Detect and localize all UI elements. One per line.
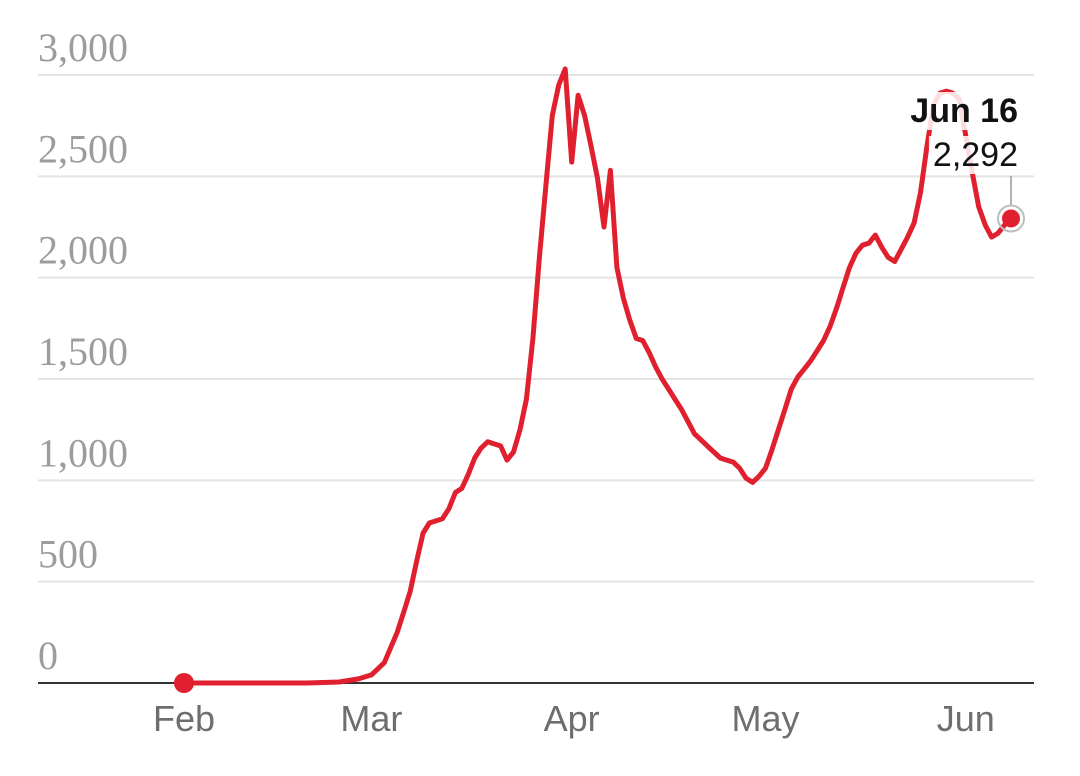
annotation-date-label: Jun 16 [910,92,1018,130]
annotation-label-halo [928,136,1020,174]
y-tick-label: 1,500 [38,329,128,374]
annotation-label-halo [906,92,1020,130]
annotation-group: Jun 16 2,292 [906,92,1025,233]
y-tick-label: 2,500 [38,126,128,171]
x-axis-ticks: Feb Mar Apr May Jun [153,698,995,739]
y-tick-label: 1,000 [38,430,128,475]
x-tick-label: Feb [153,698,215,739]
x-tick-label: Jun [937,698,995,739]
gridlines [38,74,1034,583]
series-group [174,66,1014,693]
x-tick-label: May [731,698,799,739]
y-tick-label: 0 [38,633,58,678]
x-tick-label: Apr [544,698,600,739]
x-tick-label: Mar [340,698,402,739]
annotation-marker-ring [997,204,1025,233]
y-tick-label: 500 [38,532,98,577]
annotation-marker-dot [1002,209,1020,228]
y-axis-ticks: 0 500 1,000 1,500 2,000 2,500 3,000 [38,25,128,678]
series-line [181,66,1014,686]
annotation-value-label: 2,292 [933,136,1018,174]
y-tick-label: 3,000 [38,25,128,70]
y-tick-label: 2,000 [38,228,128,273]
series-start-marker [174,673,194,693]
